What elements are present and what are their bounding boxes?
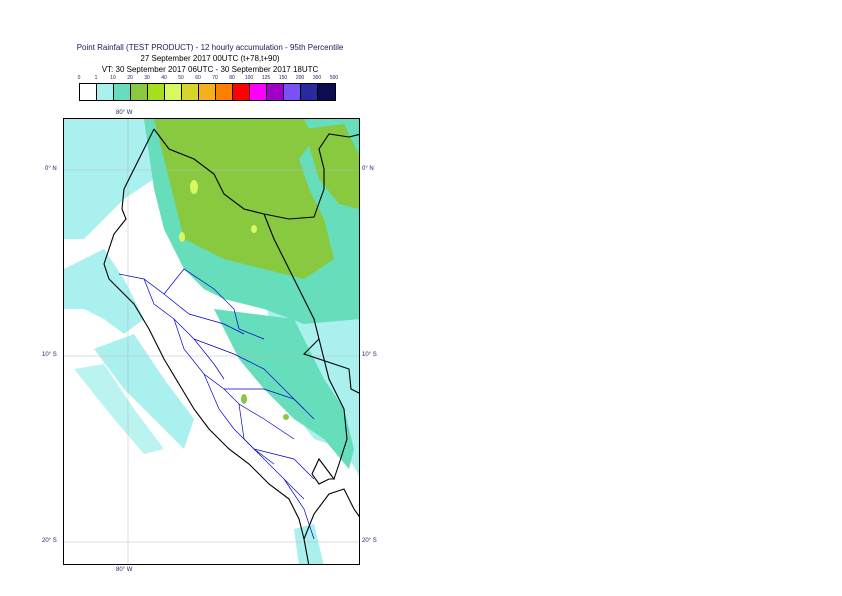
colorbar-tick-label: 70: [212, 75, 218, 81]
colorbar-tick-label: 60: [195, 75, 201, 81]
rain-area-light: [64, 249, 144, 334]
colorbar-swatch: [148, 84, 165, 100]
map-title: Point Rainfall (TEST PRODUCT) - 12 hourl…: [60, 42, 360, 75]
coastline: [103, 128, 310, 564]
map-canvas: [64, 119, 359, 564]
colorbar-tick-label: 80: [229, 75, 235, 81]
colorbar-tick-label: 100: [244, 75, 254, 81]
admin-borders: [118, 268, 315, 540]
lat-label-10s-right: 10° S: [362, 352, 377, 358]
rain-area-heavy: [304, 124, 359, 209]
colorbar-tick-label: 30: [144, 75, 150, 81]
colorbar-swatch: [114, 84, 131, 100]
colorbar-swatch: [199, 84, 216, 100]
colorbar-tick-label: 40: [161, 75, 167, 81]
colorbar-tick-label: 500: [329, 75, 339, 81]
colorbar-swatch: [97, 84, 114, 100]
rain-cell-peak: [179, 232, 185, 242]
colorbar-swatches: [79, 83, 336, 101]
national-border: [303, 488, 359, 540]
rain-cell-peak: [190, 180, 198, 194]
colorbar-tick-label: 1: [94, 75, 98, 81]
colorbar-swatch: [165, 84, 182, 100]
map-frame: 80° W: [63, 118, 360, 565]
rain-cell-peak: [241, 394, 247, 404]
colorbar-tick-label: 150: [278, 75, 288, 81]
rain-area-light: [294, 524, 324, 564]
national-border: [318, 338, 348, 480]
lon-label-bottom: 80° W: [116, 567, 133, 573]
colorbar-swatch: [80, 84, 97, 100]
rain-cell-peak: [283, 414, 289, 420]
colorbar-swatch: [318, 84, 335, 100]
colorbar-tick-label: 125: [261, 75, 271, 81]
colorbar-tick-label: 10: [110, 75, 116, 81]
rain-area-heavy: [154, 119, 334, 279]
colorbar-tick-label: 0: [77, 75, 81, 81]
colorbar-swatch: [267, 84, 284, 100]
colorbar-tick-label: 200: [295, 75, 305, 81]
lat-label-0n-left: 0° N: [45, 166, 57, 172]
coastline-and-borders: [103, 128, 359, 564]
colorbar-swatch: [250, 84, 267, 100]
lat-label-20s-left: 20° S: [42, 538, 57, 544]
colorbar-tick-label: 20: [127, 75, 133, 81]
colorbar-swatch: [216, 84, 233, 100]
lat-label-0n-right: 0° N: [362, 166, 374, 172]
colorbar-swatch: [233, 84, 250, 100]
lat-label-10s-left: 10° S: [42, 352, 57, 358]
colorbar-swatch: [301, 84, 318, 100]
colorbar-swatch: [284, 84, 301, 100]
lat-label-20s-right: 20° S: [362, 538, 377, 544]
national-border: [153, 128, 359, 220]
national-border: [311, 457, 336, 485]
colorbar-swatch: [131, 84, 148, 100]
rain-cell-peak: [251, 225, 257, 233]
title-line-2: 27 September 2017 00UTC (t+78,t+90): [140, 54, 280, 63]
title-line-1: Point Rainfall (TEST PRODUCT) - 12 hourl…: [76, 43, 344, 52]
rain-area-light: [74, 364, 164, 454]
rain-area-light: [94, 334, 194, 449]
colorbar-swatch: [182, 84, 199, 100]
title-line-3: VT: 30 September 2017 06UTC - 30 Septemb…: [101, 65, 319, 74]
colorbar-legend: 0 1 10 20 30 40 50 60 70 80 100 125 150 200 300 500: [77, 75, 347, 103]
colorbar-tick-label: 300: [312, 75, 322, 81]
lon-label-top: 80° W: [116, 110, 133, 116]
colorbar-tick-label: 50: [178, 75, 184, 81]
